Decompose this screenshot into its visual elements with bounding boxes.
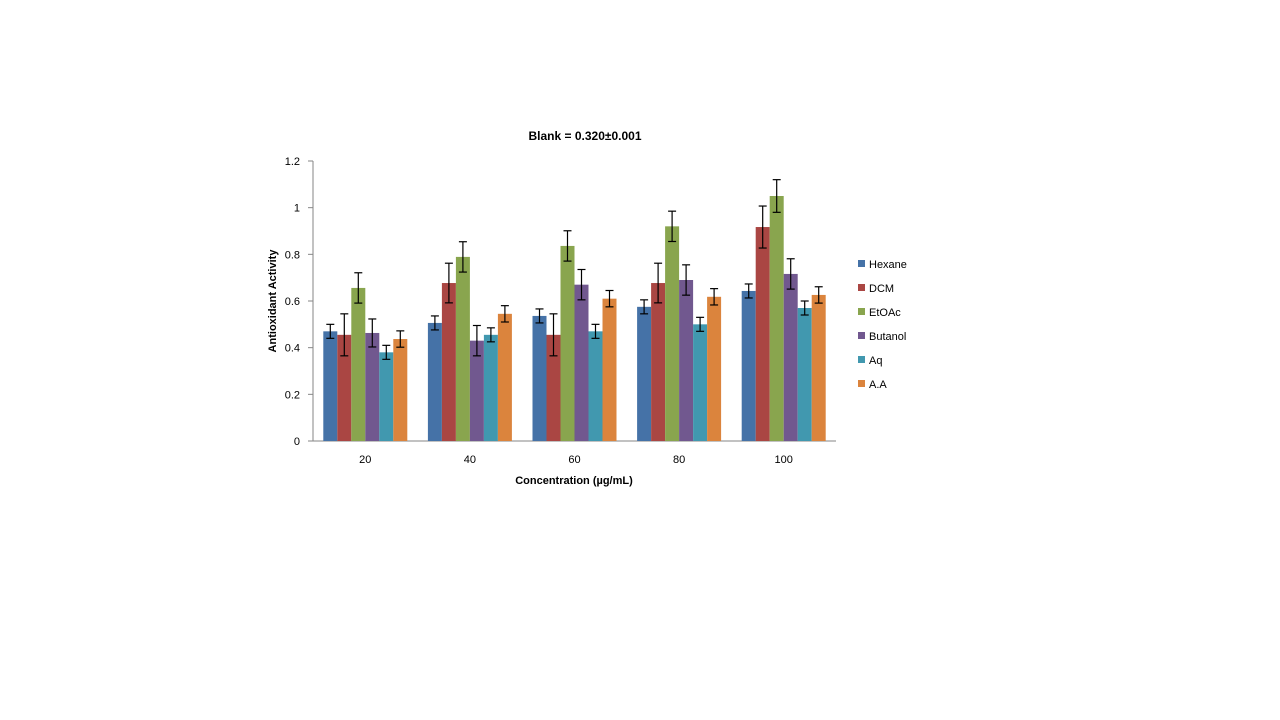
x-tick-label: 80	[673, 454, 685, 466]
bar-etoac-100	[769, 196, 784, 441]
x-tick-label: 100	[775, 454, 793, 466]
bar-aa-60	[602, 298, 617, 441]
bar-dcm-20	[337, 334, 352, 441]
legend-entry: Aq	[869, 355, 882, 367]
legend-entry: DCM	[869, 283, 894, 295]
chart-title: Blank = 0.320±0.001	[529, 129, 642, 143]
bar-butanol-40	[469, 340, 484, 441]
y-tick-label: 0.4	[285, 343, 300, 355]
bar-etoac-60	[560, 245, 575, 441]
y-tick-label: 0	[294, 436, 300, 448]
legend-swatch	[858, 380, 865, 387]
bar-aq-60	[588, 331, 603, 441]
y-tick-label: 0.8	[285, 249, 300, 261]
bar-butanol-100	[783, 273, 798, 441]
bar-hexane-60	[532, 315, 547, 441]
y-axis-label: Antioxidant Activity	[267, 249, 279, 353]
bar-aa-20	[393, 339, 408, 441]
bar-aq-100	[797, 308, 812, 441]
legend-entry: Butanol	[869, 331, 906, 343]
legend-entry: A.A	[869, 379, 887, 391]
bar-etoac-80	[665, 226, 680, 441]
legend-swatch	[858, 284, 865, 291]
legend-swatch	[858, 332, 865, 339]
y-tick-label: 1	[294, 203, 300, 215]
bar-dcm-40	[441, 283, 456, 441]
bar-hexane-40	[427, 322, 442, 441]
legend-entry: Hexane	[869, 259, 907, 271]
y-tick-label: 0.6	[285, 296, 300, 308]
legend-entry: EtOAc	[869, 307, 901, 319]
x-tick-label: 60	[568, 454, 580, 466]
bar-aq-40	[483, 334, 498, 441]
bar-etoac-20	[351, 287, 366, 441]
bar-dcm-100	[755, 227, 770, 441]
y-tick-label: 0.2	[285, 389, 300, 401]
bar-hexane-80	[637, 306, 652, 441]
bar-hexane-100	[741, 290, 756, 441]
bar-aa-40	[497, 313, 512, 441]
bar-etoac-40	[455, 256, 470, 441]
bar-aa-100	[811, 294, 826, 441]
legend-swatch	[858, 260, 865, 267]
bar-butanol-60	[574, 284, 589, 441]
bar-dcm-60	[546, 334, 561, 441]
bar-aa-80	[707, 296, 722, 441]
bar-hexane-20	[323, 331, 338, 441]
bar-butanol-20	[365, 332, 380, 441]
bar-aq-80	[693, 324, 708, 441]
legend-swatch	[858, 308, 865, 315]
y-tick-label: 1.2	[285, 156, 300, 168]
bar-aq-20	[379, 352, 394, 441]
x-tick-label: 40	[464, 454, 476, 466]
bar-butanol-80	[679, 280, 694, 441]
x-tick-label: 20	[359, 454, 371, 466]
legend-swatch	[858, 356, 865, 363]
x-axis-label: Concentration (µg/mL)	[515, 475, 633, 487]
bar-dcm-80	[651, 283, 666, 441]
